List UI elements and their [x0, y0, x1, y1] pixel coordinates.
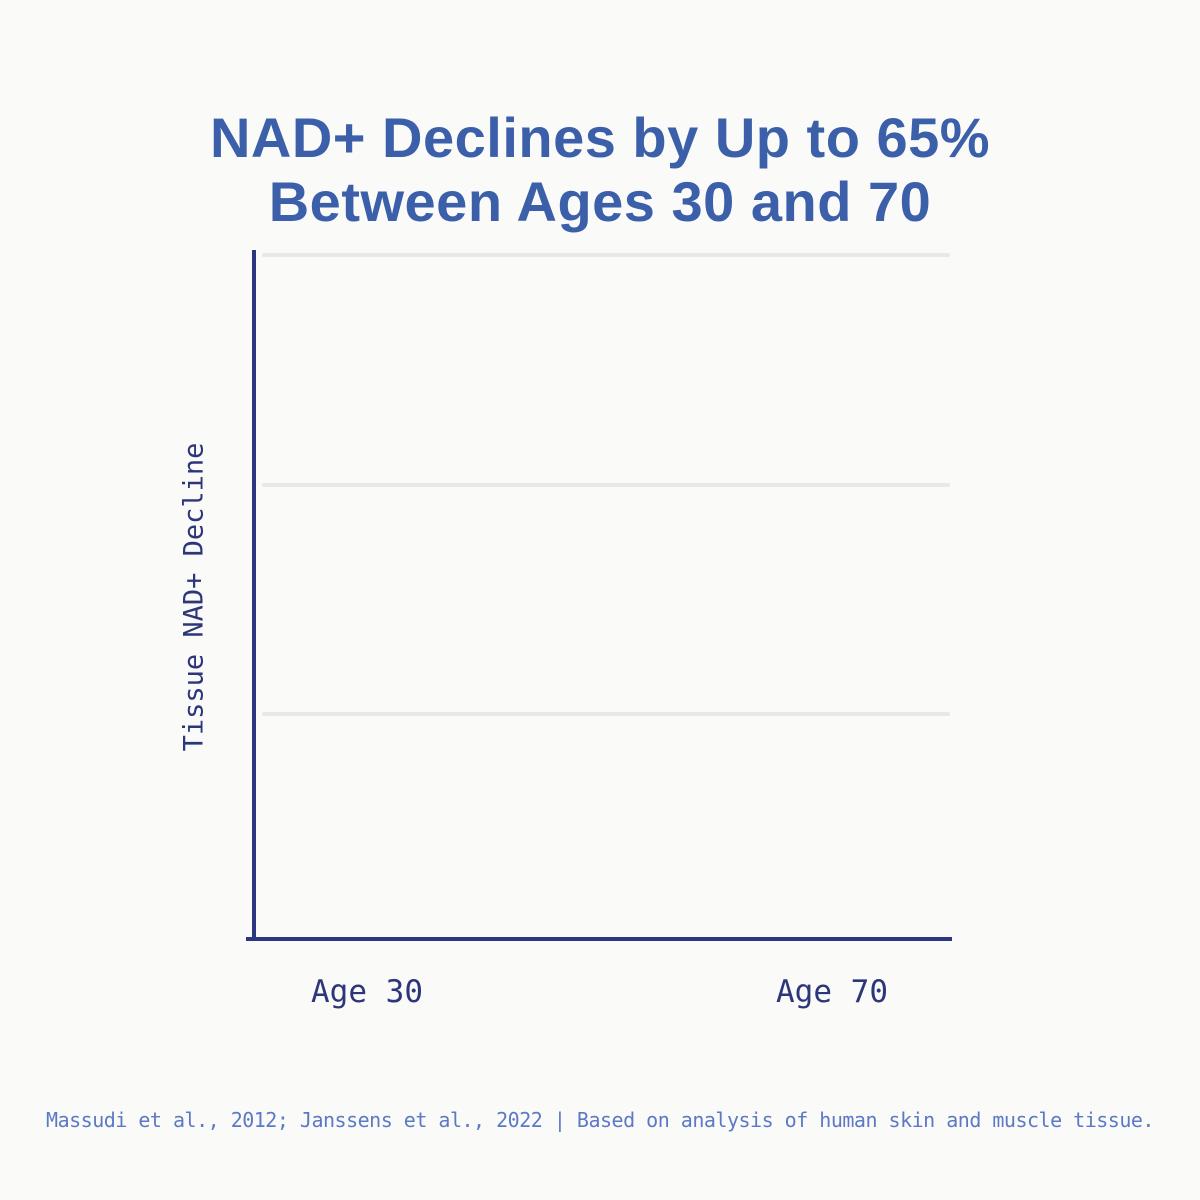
y-axis-line — [252, 250, 256, 941]
x-tick-age-70: Age 70 — [776, 974, 888, 1010]
plot-area — [254, 252, 950, 940]
source-footnote: Massudi et al., 2012; Janssens et al., 2… — [46, 1108, 1154, 1132]
x-axis-line — [246, 937, 952, 941]
gridline-top — [262, 253, 950, 257]
x-tick-age-30: Age 30 — [311, 974, 423, 1010]
chart-title-line1: NAD+ Declines by Up to 65% — [209, 106, 991, 169]
y-axis-label: Tissue NAD+ Decline — [178, 442, 210, 752]
chart-title-line2: Between Ages 30 and 70 — [268, 170, 932, 233]
gridline-bottom — [262, 712, 950, 716]
gridline-middle — [262, 483, 950, 487]
chart-title: NAD+ Declines by Up to 65% Between Ages … — [0, 106, 1200, 234]
